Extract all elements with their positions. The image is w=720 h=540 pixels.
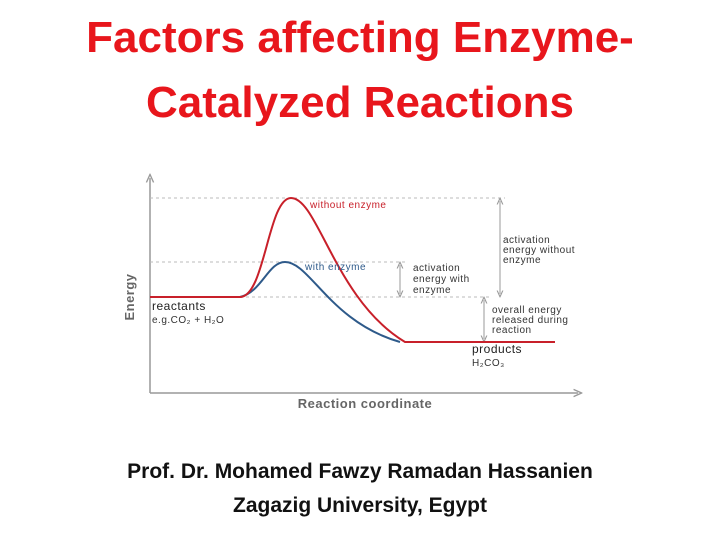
y-axis-label: Energy	[122, 273, 137, 320]
x-axis-label: Reaction coordinate	[298, 396, 432, 411]
energy-diagram: Energy Reaction coordinate without enzym…	[122, 178, 578, 411]
guides	[150, 197, 505, 298]
curve-label: with enzyme	[304, 262, 366, 273]
affiliation: Zagazig University, Egypt	[233, 494, 487, 517]
curve-label: without enzyme	[309, 200, 386, 211]
products-example: H₂CO₃	[472, 358, 505, 369]
title-line: Catalyzed Reactions	[146, 78, 574, 127]
arrows	[400, 201, 500, 339]
annotation: activation	[503, 235, 550, 246]
curve-without-enzyme	[150, 196, 555, 343]
annotation: energy without	[503, 245, 575, 256]
annotation: activation	[413, 263, 460, 274]
reactants-example: e.g.CO₂ + H₂O	[152, 315, 224, 326]
reactants-label: reactants	[152, 299, 206, 313]
author: Prof. Dr. Mohamed Fawzy Ramadan Hassanie…	[127, 460, 593, 483]
title-line: Factors affecting Enzyme-	[86, 13, 634, 62]
products-label: products	[472, 342, 522, 356]
annotation: released during	[492, 315, 568, 326]
annotation: energy with	[413, 274, 470, 285]
curve-with-enzyme	[239, 260, 401, 343]
annotation: reaction	[492, 325, 532, 336]
annotation: enzyme	[503, 255, 541, 266]
annotation: overall energy	[492, 305, 562, 316]
annotation: enzyme	[413, 285, 451, 296]
